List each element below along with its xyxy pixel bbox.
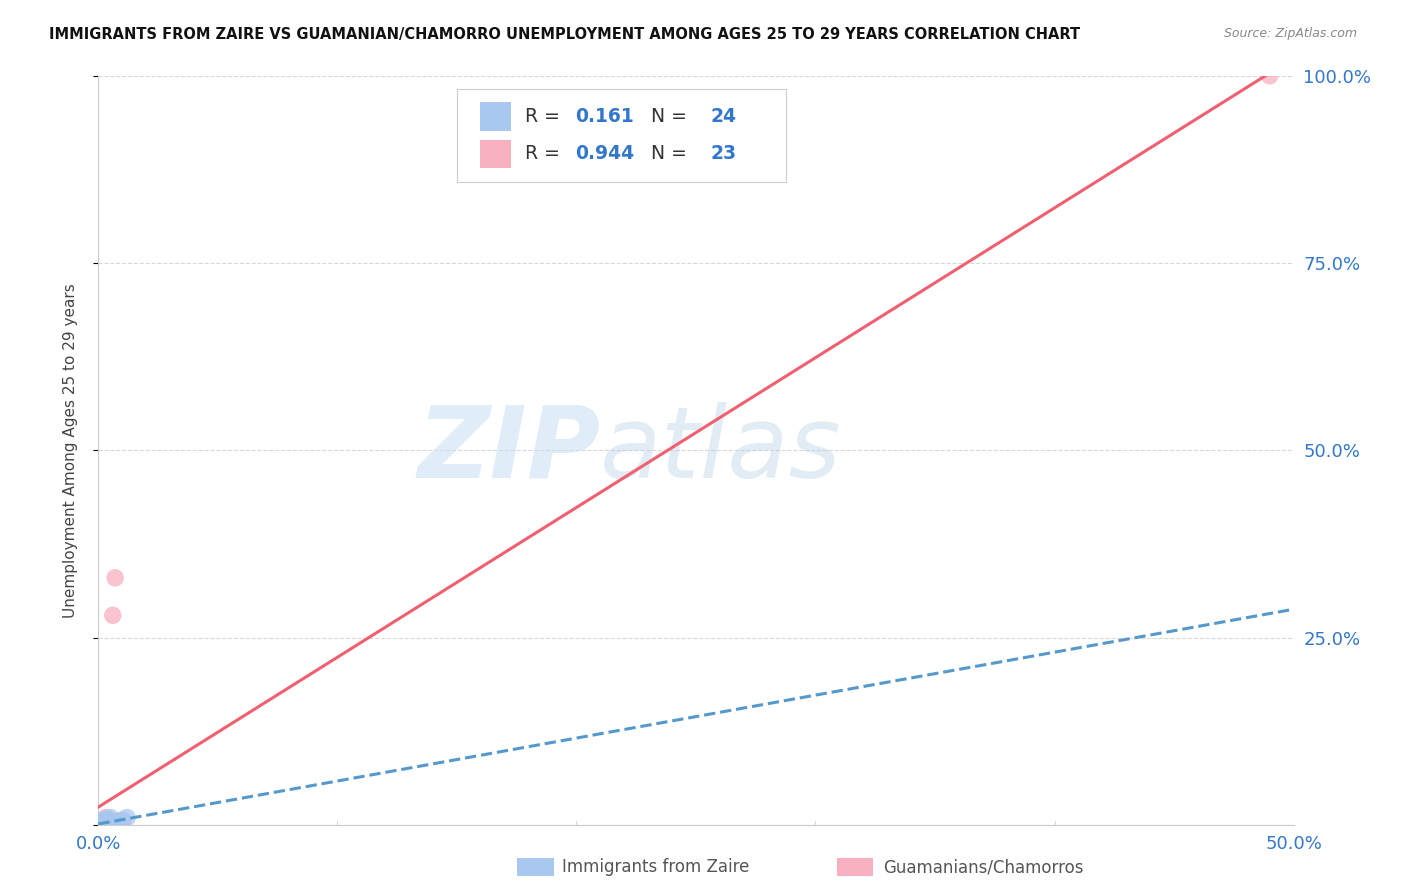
Text: IMMIGRANTS FROM ZAIRE VS GUAMANIAN/CHAMORRO UNEMPLOYMENT AMONG AGES 25 TO 29 YEA: IMMIGRANTS FROM ZAIRE VS GUAMANIAN/CHAMO… (49, 27, 1080, 42)
Point (98, 816, 122, 830)
Point (98, 814, 122, 828)
Point (104, 571, 127, 585)
Text: R =: R = (524, 107, 567, 126)
Point (91, 814, 114, 828)
Point (94, 814, 117, 829)
Point (94, 816, 117, 830)
Point (90, 814, 112, 829)
Point (98, 815, 122, 830)
Point (90, 818, 112, 832)
Point (87, 815, 110, 830)
Point (91, 815, 114, 830)
Point (90, 818, 112, 832)
Point (98, 811, 122, 825)
Point (87, 816, 110, 830)
Text: R =: R = (524, 145, 567, 163)
Point (91, 818, 114, 832)
Point (1258, 69, 1281, 83)
Text: 0.161: 0.161 (575, 107, 634, 126)
Point (94, 812, 117, 826)
Point (87, 818, 110, 832)
Point (98, 814, 122, 829)
Point (97, 815, 120, 830)
Text: atlas: atlas (600, 402, 842, 499)
Text: Immigrants from Zaire: Immigrants from Zaire (562, 858, 749, 876)
Text: N =: N = (638, 145, 693, 163)
Point (94, 815, 117, 830)
Point (91, 817, 114, 831)
Point (90, 816, 112, 830)
Point (87, 817, 110, 831)
Point (111, 813, 134, 827)
Point (94, 815, 117, 830)
Point (94, 818, 117, 832)
Text: Source: ZipAtlas.com: Source: ZipAtlas.com (1223, 27, 1357, 40)
Point (104, 815, 127, 830)
Point (91, 815, 114, 830)
Text: 23: 23 (710, 145, 737, 163)
Point (87, 817, 110, 831)
Point (97, 816, 120, 830)
Point (87, 818, 110, 832)
FancyBboxPatch shape (457, 88, 786, 182)
Point (107, 815, 129, 830)
Text: ZIP: ZIP (418, 402, 600, 499)
Y-axis label: Unemployment Among Ages 25 to 29 years: Unemployment Among Ages 25 to 29 years (63, 283, 77, 618)
Point (97, 815, 120, 830)
Text: N =: N = (638, 107, 693, 126)
Point (87, 814, 110, 829)
Text: 24: 24 (710, 107, 737, 126)
Text: 0.944: 0.944 (575, 145, 634, 163)
Point (94, 811, 117, 825)
Point (107, 814, 129, 829)
Point (87, 818, 110, 832)
Point (111, 815, 134, 830)
Point (94, 816, 117, 830)
Point (90, 817, 112, 831)
Point (115, 811, 138, 825)
Point (87, 815, 110, 830)
Text: Guamanians/Chamorros: Guamanians/Chamorros (883, 858, 1084, 876)
FancyBboxPatch shape (479, 139, 510, 168)
Point (90, 815, 112, 830)
FancyBboxPatch shape (479, 102, 510, 130)
Point (87, 818, 110, 832)
Point (101, 608, 124, 623)
Point (97, 814, 120, 828)
